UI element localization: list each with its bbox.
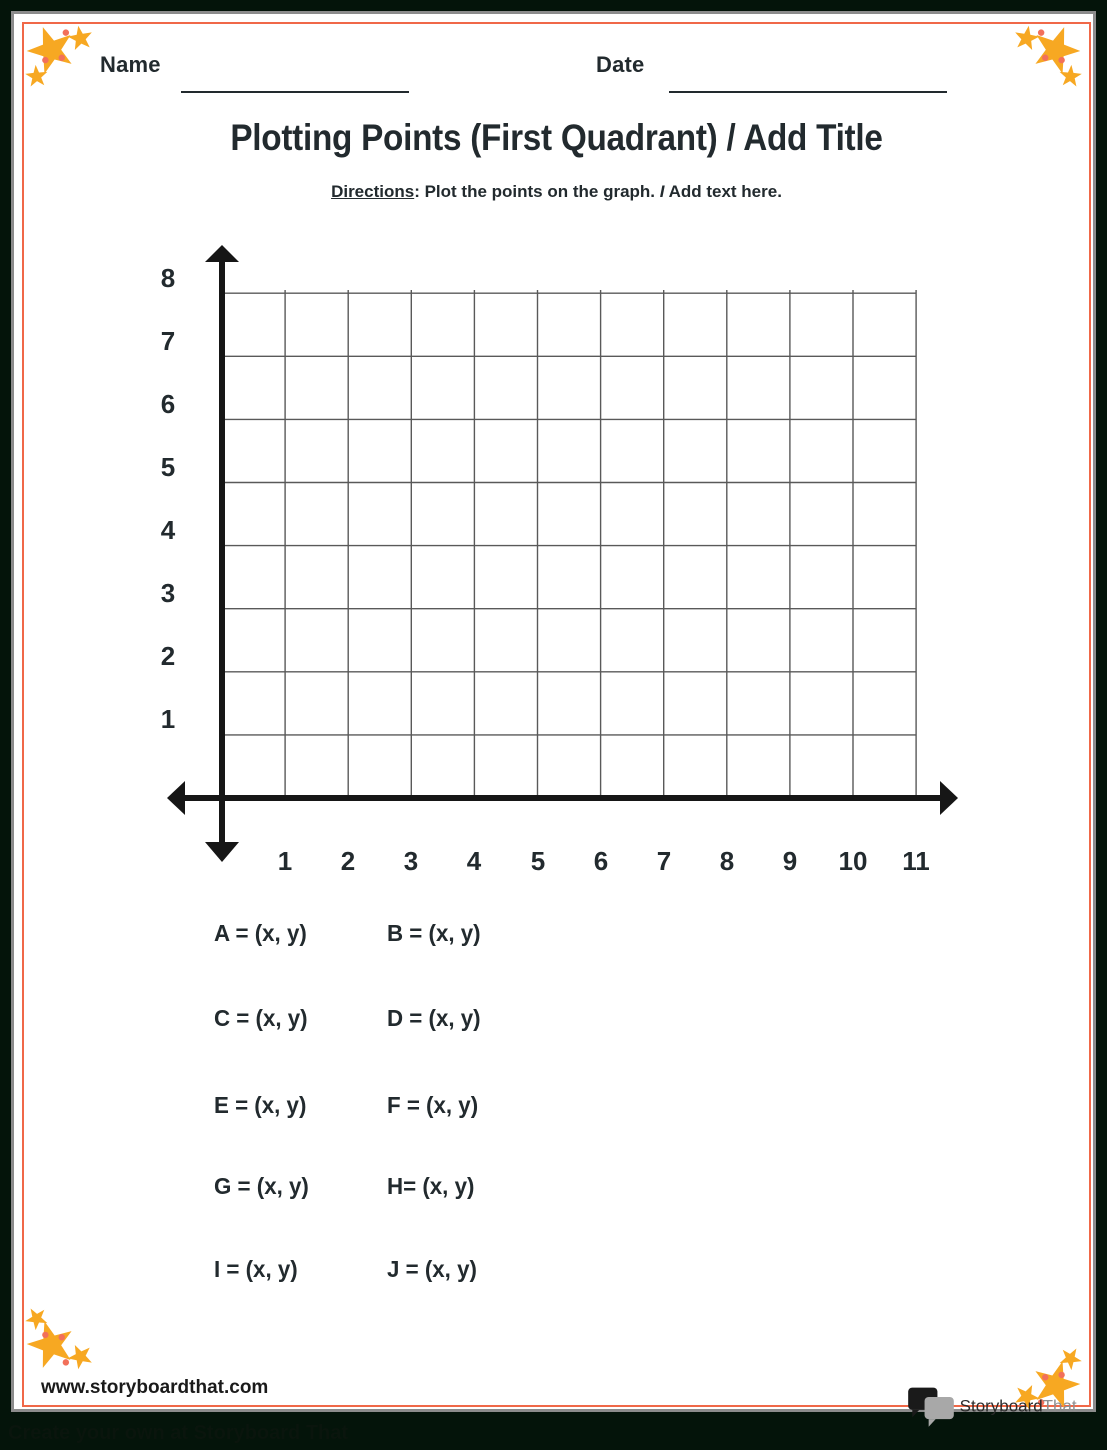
svg-text:6: 6 bbox=[594, 846, 608, 876]
svg-text:2: 2 bbox=[161, 641, 175, 671]
svg-text:9: 9 bbox=[783, 846, 797, 876]
svg-text:7: 7 bbox=[161, 326, 175, 356]
svg-text:6: 6 bbox=[161, 389, 175, 419]
svg-text:1: 1 bbox=[278, 846, 292, 876]
svg-text:1: 1 bbox=[161, 704, 175, 734]
svg-text:11: 11 bbox=[902, 846, 930, 876]
svg-text:3: 3 bbox=[161, 578, 175, 608]
svg-text:8: 8 bbox=[720, 846, 734, 876]
svg-text:10: 10 bbox=[839, 846, 868, 876]
svg-text:2: 2 bbox=[341, 846, 355, 876]
svg-text:4: 4 bbox=[161, 515, 176, 545]
svg-text:StoryboardThat: StoryboardThat bbox=[960, 1397, 1077, 1416]
svg-text:7: 7 bbox=[657, 846, 671, 876]
svg-text:8: 8 bbox=[161, 263, 175, 293]
svg-text:3: 3 bbox=[404, 846, 418, 876]
svg-text:4: 4 bbox=[467, 846, 482, 876]
svg-text:5: 5 bbox=[531, 846, 545, 876]
svg-text:5: 5 bbox=[161, 452, 175, 482]
